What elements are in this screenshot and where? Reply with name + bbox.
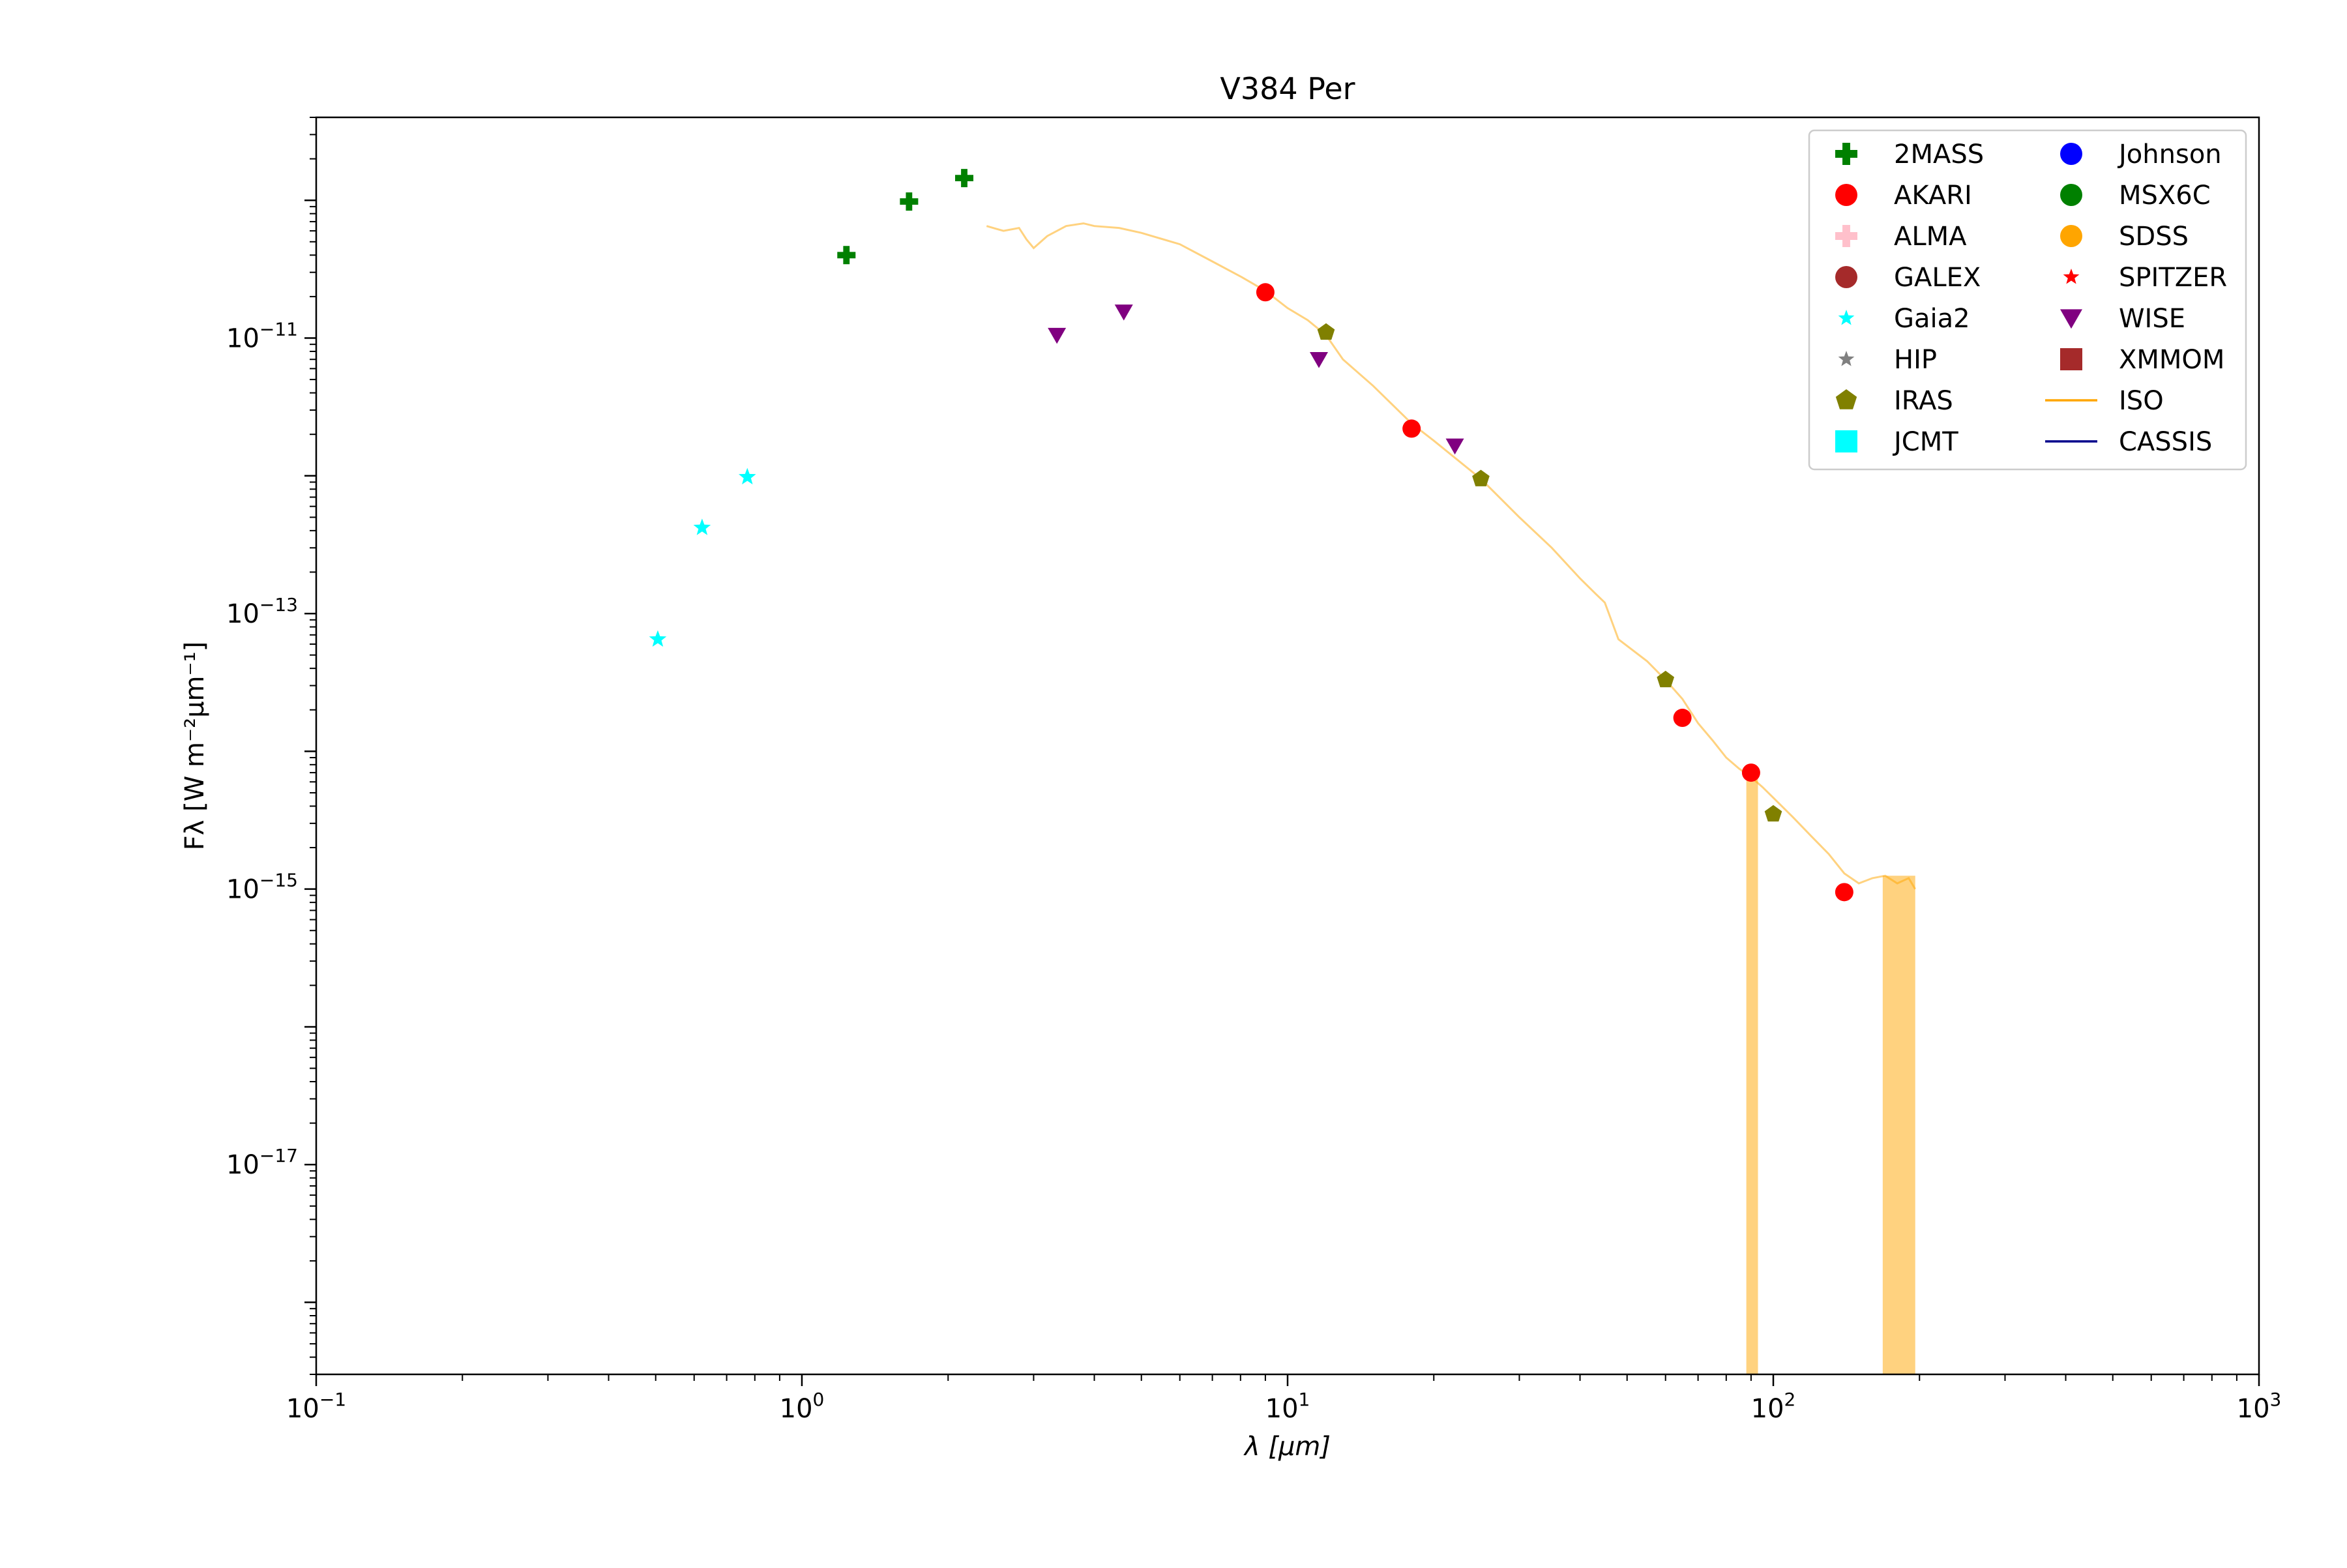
- legend-marker-spitzer: [2063, 269, 2080, 284]
- data-point-gaia2: [693, 518, 711, 535]
- legend-label-wise: WISE: [2119, 304, 2185, 334]
- plot-content: [649, 169, 1916, 1374]
- data-point-wise: [1310, 352, 1329, 368]
- legend-label-galex: GALEX: [1894, 263, 1981, 293]
- legend-marker-alma: [1835, 225, 1857, 247]
- legend-label-sdss: SDSS: [2119, 222, 2189, 252]
- data-point-iras: [1657, 670, 1675, 688]
- x-tick-label: 100: [780, 1389, 825, 1424]
- legend-label-cassis: CASSIS: [2119, 427, 2212, 457]
- legend-label-jcmt: JCMT: [1892, 427, 1958, 457]
- data-point-gaia2: [738, 467, 756, 484]
- legend-label-akari: AKARI: [1894, 181, 1972, 211]
- y-tick-label: 10−11: [226, 318, 298, 353]
- legend-label-gaia2: Gaia2: [1894, 304, 1970, 334]
- data-point-gaia2: [649, 630, 667, 647]
- data-point-2mass: [955, 169, 974, 188]
- legend-marker-2mass: [1835, 143, 1857, 165]
- y-axis-label: Fλ [W m⁻²μm⁻¹]: [180, 642, 210, 851]
- legend-label-hip: HIP: [1894, 345, 1937, 375]
- legend-marker-gaia2: [1838, 310, 1855, 325]
- y-tick-label: 10−17: [226, 1145, 298, 1180]
- x-tick-label: 101: [1265, 1389, 1310, 1424]
- chart-title: V384 Per: [1220, 71, 1355, 106]
- legend-marker-xmmom: [2060, 348, 2082, 370]
- legend-marker-akari: [1835, 184, 1857, 206]
- legend-marker-hip: [1838, 351, 1855, 366]
- legend-marker-iras: [1835, 389, 1857, 409]
- x-axis-label: λ [μm]: [1243, 1432, 1331, 1462]
- data-point-akari: [1402, 419, 1421, 438]
- legend-label-xmmom: XMMOM: [2119, 345, 2224, 375]
- legend-marker-wise: [2060, 309, 2082, 329]
- x-tick-label: 102: [1751, 1389, 1796, 1424]
- spectrum-dropout: [1746, 777, 1758, 1374]
- legend-marker-msx6c: [2060, 184, 2082, 206]
- legend-label-2mass: 2MASS: [1894, 140, 1984, 170]
- x-tick-label: 10−1: [286, 1389, 346, 1424]
- data-point-2mass: [837, 246, 856, 265]
- legend-label-spitzer: SPITZER: [2119, 263, 2227, 293]
- legend-marker-johnson: [2060, 143, 2082, 165]
- data-point-iras: [1764, 805, 1782, 822]
- data-point-akari: [1256, 283, 1275, 302]
- data-point-2mass: [900, 192, 919, 211]
- y-axis: 10−17 10−15 10−13 10−11: [226, 117, 316, 1375]
- legend: 2MASS AKARI ALMA GALEX Gaia2 HIP IRAS JCMT Johns…: [1808, 129, 2247, 471]
- data-point-iras: [1472, 469, 1490, 486]
- data-point-akari: [1673, 709, 1692, 728]
- data-point-akari: [1835, 883, 1853, 902]
- spectrum-dropout: [1882, 876, 1915, 1374]
- legend-label-iras: IRAS: [1894, 386, 1953, 416]
- spectrum-line-iso: [986, 222, 1916, 890]
- x-tick-label: 103: [2237, 1389, 2282, 1424]
- legend-marker-sdss: [2060, 225, 2082, 247]
- data-point-wise: [1048, 327, 1067, 344]
- y-tick-label: 10−15: [226, 870, 298, 905]
- legend-label-iso: ISO: [2119, 386, 2164, 416]
- legend-label-johnson: Johnson: [2117, 140, 2222, 170]
- legend-box: [1808, 129, 2247, 471]
- legend-label-msx6c: MSX6C: [2119, 181, 2211, 211]
- plot-area: [649, 169, 1916, 1374]
- data-point-wise: [1114, 304, 1133, 321]
- legend-marker-jcmt: [1835, 430, 1857, 452]
- data-point-iras: [1317, 323, 1335, 340]
- data-point-wise: [1445, 438, 1464, 455]
- y-tick-label: 10−13: [226, 594, 298, 629]
- x-axis: 10−1 100 101 102 103: [286, 1374, 2281, 1424]
- legend-marker-galex: [1835, 266, 1857, 288]
- data-point-akari: [1741, 763, 1760, 782]
- legend-label-alma: ALMA: [1894, 222, 1967, 252]
